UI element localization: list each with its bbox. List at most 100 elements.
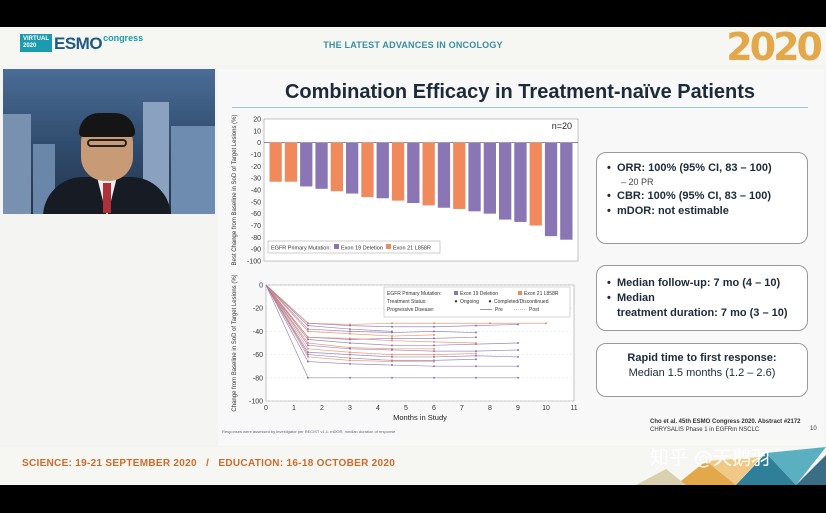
slide-title: Combination Efficacy in Treatment-naïve … xyxy=(284,81,756,103)
legend-label-l858r: Exon 21 L858R xyxy=(393,246,431,252)
spider-point xyxy=(307,355,309,358)
spider-legend-pd-title: Progressive Disease: xyxy=(387,307,434,313)
efficacy-summary-box: • ORR: 100% (95% CI, 83 – 100) – 20 PR • C… xyxy=(596,152,808,244)
spider-point xyxy=(391,337,393,340)
speaker-video xyxy=(3,69,215,214)
spider-point xyxy=(307,324,309,327)
waterfall-bar xyxy=(483,142,496,214)
waterfall-bar xyxy=(361,142,374,198)
spider-x-tick: 4 xyxy=(376,405,380,412)
waterfall-y-tick: -30 xyxy=(251,176,261,183)
spider-legend-ongoing: Ongoing xyxy=(460,299,479,305)
waterfall-y-tick: 20 xyxy=(253,117,261,124)
logo-congress: congress xyxy=(103,33,144,43)
spider-x-tick: 2 xyxy=(320,405,324,412)
waterfall-bar xyxy=(560,142,573,240)
waterfall-bar xyxy=(284,142,298,182)
waterfall-y-tick: 10 xyxy=(253,128,261,135)
waterfall-y-tick: -80 xyxy=(251,235,261,242)
spider-point xyxy=(391,325,393,328)
spider-point xyxy=(475,350,477,353)
waterfall-y-tick: -10 xyxy=(251,152,261,159)
mdor-text: mDOR: not estimable xyxy=(617,205,729,217)
waterfall-n-label: n=20 xyxy=(552,121,572,131)
spider-point xyxy=(307,376,309,379)
spider-point xyxy=(475,324,477,327)
spider-x-tick: 8 xyxy=(488,405,492,412)
waterfall-y-tick: -70 xyxy=(251,223,261,230)
spider-legend-swatch-exon19 xyxy=(454,291,458,295)
waterfall-y-tick: -40 xyxy=(251,188,261,195)
spider-point xyxy=(391,322,393,325)
spider-x-tick: 5 xyxy=(404,405,408,412)
spider-point xyxy=(307,351,309,354)
spider-x-tick: 10 xyxy=(542,405,550,412)
spider-series-line xyxy=(265,284,477,344)
spider-point xyxy=(433,340,435,343)
spider-point xyxy=(489,322,491,325)
spider-point xyxy=(433,350,435,353)
spider-legend-exon19: Exon 19 Deletion xyxy=(460,291,498,297)
spider-point xyxy=(391,344,393,347)
spider-series-line xyxy=(265,284,477,355)
followup-text: Median follow-up: 7 mo (4 – 10) xyxy=(617,277,781,289)
spider-y-tick: -100 xyxy=(249,399,263,406)
spider-point xyxy=(349,342,351,344)
congress-header: VIRTUAL 2020 ESMO congress THE LATEST AD… xyxy=(0,27,826,69)
spider-point xyxy=(391,330,393,333)
spider-point xyxy=(307,347,309,350)
spider-point xyxy=(391,364,393,367)
spider-series-line xyxy=(265,284,477,361)
spider-point xyxy=(433,347,435,350)
spider-point xyxy=(307,342,309,344)
slide-page-number: 10 xyxy=(810,426,817,432)
spider-point xyxy=(433,337,435,340)
spider-point xyxy=(433,360,435,363)
spider-x-tick: 3 xyxy=(348,405,352,412)
spider-point xyxy=(475,376,477,379)
spider-point xyxy=(349,328,351,331)
spider-point xyxy=(433,325,435,328)
spider-point xyxy=(307,330,309,333)
waterfall-bar xyxy=(468,142,481,212)
spider-x-tick: 11 xyxy=(570,405,577,412)
spider-point xyxy=(349,323,351,326)
waterfall-bar xyxy=(315,142,328,189)
spider-point xyxy=(307,322,309,325)
spider-point xyxy=(517,348,519,351)
spider-point xyxy=(349,362,351,365)
spider-point xyxy=(307,338,309,341)
orr-subtext: – 20 PR xyxy=(621,177,654,187)
spider-x-tick: 0 xyxy=(264,405,268,412)
waterfall-bar xyxy=(453,142,466,209)
spider-point xyxy=(433,330,435,333)
spider-x-tick: 7 xyxy=(460,405,464,412)
orr-text: ORR: 100% (95% CI, 83 – 100) xyxy=(617,162,772,174)
presentation-slide: Combination Efficacy in Treatment-naïve … xyxy=(218,69,824,446)
waterfall-y-tick: 0 xyxy=(257,140,261,147)
spider-point xyxy=(349,357,351,360)
congress-footer: SCIENCE: 19-21 SEPTEMBER 2020 / EDUCATIO… xyxy=(0,447,826,485)
spider-point xyxy=(545,322,547,325)
legend-label-exon19: Exon 19 Deletion xyxy=(341,246,383,252)
zhihu-watermark: 知乎 @天鹅羽 xyxy=(650,447,771,469)
spider-legend: EGFR Primary Mutation: Exon 19 Deletion Ex… xyxy=(383,286,571,318)
spider-point xyxy=(433,333,435,336)
waterfall-legend-box xyxy=(267,240,441,254)
spider-legend-completed-marker xyxy=(488,300,492,303)
spider-point xyxy=(391,335,393,338)
slide-footnote: Responses were assessed by investigator … xyxy=(222,429,396,434)
waterfall-bar xyxy=(529,142,542,226)
waterfall-bar xyxy=(422,142,435,206)
spider-point xyxy=(307,360,309,363)
spider-legend-box xyxy=(383,286,571,318)
spider-point xyxy=(475,352,477,355)
waterfall-y-tick: -60 xyxy=(251,211,261,218)
waterfall-legend-title: EGFR Primary Mutation: xyxy=(271,246,331,252)
spider-series-line xyxy=(265,284,477,333)
spider-point xyxy=(433,322,435,325)
logo-brand: ESMO xyxy=(54,34,103,53)
header-headline: THE LATEST ADVANCES IN ONCOLOGY xyxy=(323,40,503,50)
spider-point xyxy=(433,376,435,379)
esmo-logo: VIRTUAL 2020 ESMO congress xyxy=(20,33,144,54)
